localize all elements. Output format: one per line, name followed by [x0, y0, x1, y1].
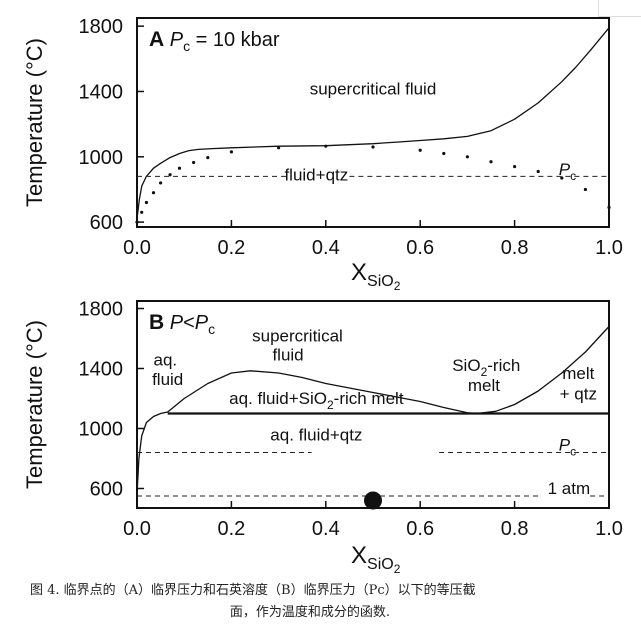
series-dot — [135, 220, 139, 224]
plot-frame — [136, 17, 610, 228]
y-tick-label: 1000 — [79, 419, 124, 441]
annotation: aq. — [153, 351, 177, 370]
x-tick-label: 0.2 — [217, 237, 245, 259]
panel-letter: B — [149, 311, 164, 334]
y-axis-label: Temperature (°C) — [22, 320, 47, 489]
series-dot — [536, 169, 540, 174]
x-tick-label: 0.6 — [406, 237, 434, 259]
series-dot — [277, 146, 281, 150]
data-marker — [364, 491, 382, 510]
annotation-sub: 2 — [327, 398, 334, 412]
y-tick-label: 1400 — [79, 359, 124, 381]
y-tick-label: 1800 — [79, 16, 124, 38]
panel-title-rest: = 10 kbar — [190, 29, 280, 51]
series-dot — [151, 191, 156, 195]
annotation-var: P — [559, 160, 571, 179]
y-tick-label: 1400 — [79, 81, 124, 103]
x-axis-label: XSiO2 — [351, 542, 401, 576]
series-dot — [144, 200, 149, 205]
annotation-sub: 2 — [481, 365, 488, 379]
series-dot — [206, 156, 210, 160]
x-tick-label: 1.0 — [595, 237, 623, 259]
x-tick-label: 1.0 — [595, 518, 623, 540]
x-axis-label-subsub: 2 — [394, 562, 401, 576]
annotation: 1 atm — [548, 479, 591, 498]
series-dot — [442, 151, 446, 156]
x-axis-label-sub: SiO — [367, 556, 394, 573]
series-dot — [140, 210, 144, 214]
panel-title: B P<Pc — [149, 311, 215, 337]
series-dot — [465, 155, 469, 159]
series-line — [136, 326, 610, 495]
annotation: SiO2-rich — [452, 356, 520, 379]
panel-b: 0.0 0.2 0.4 0.6 0.8 1.0600100014001800XSiO2Te… — [22, 299, 623, 577]
figure: 0.0 0.2 0.4 0.6 0.8 1.0600100014001800XSiO2Te… — [22, 16, 623, 577]
panel-title: A Pc = 10 kbar — [149, 28, 280, 54]
annotation: melt — [468, 376, 500, 395]
series-dot — [607, 205, 611, 210]
y-tick-label: 600 — [90, 212, 123, 234]
x-axis-label-main: X — [351, 542, 367, 569]
annotation: melt — [562, 364, 594, 383]
x-tick-label: 0.8 — [501, 518, 529, 540]
panel-title-var: P — [170, 29, 184, 51]
series-dot — [418, 148, 422, 152]
figure-caption: 图 4. 临界点的（A）临界压力和石英溶度（B）临界压力（Pc）以下的等压截 面… — [30, 580, 620, 624]
x-axis-label: XSiO2 — [351, 259, 401, 293]
series-dot — [371, 145, 375, 149]
series-dot — [177, 166, 182, 170]
x-tick-label: 0.0 — [123, 237, 151, 259]
corner-mark — [598, 0, 641, 17]
annotation: fluid — [272, 345, 303, 364]
x-axis-label-sub: SiO — [367, 273, 394, 290]
series-dot — [192, 160, 196, 165]
series-dot — [168, 173, 172, 177]
series-dot — [229, 150, 233, 154]
annotation-text: SiO — [452, 356, 480, 375]
annotation: aq. fluid+SiO2-rich melt — [229, 389, 404, 412]
y-tick-label: 1800 — [79, 299, 124, 321]
annotation-text: aq. fluid+SiO — [229, 389, 327, 408]
annotation: + qtz — [560, 384, 597, 403]
caption-line-1: 图 4. 临界点的（A）临界压力和石英溶度（B）临界压力（Pc）以下的等压截 — [30, 583, 476, 598]
annotation: Pc — [559, 435, 576, 458]
panel-a: 0.0 0.2 0.4 0.6 0.8 1.0 600 1000 1400 1800 XSiO2 Te… — [22, 16, 623, 293]
x-axis-label-main: X — [351, 259, 367, 286]
annotation: Pc — [559, 160, 576, 183]
series-dot — [560, 176, 564, 180]
y-axis-label: Temperature (°C) — [22, 38, 47, 207]
annotation-rest: -rich — [487, 356, 520, 375]
y-tick-label: 1000 — [79, 147, 124, 169]
series-dot — [513, 164, 517, 169]
annotation: fluid+qtz — [284, 165, 348, 184]
x-tick-label: 0.2 — [217, 518, 245, 540]
x-tick-label: 0.4 — [312, 237, 340, 259]
y-tick-label: 600 — [90, 479, 123, 501]
panel-title-sub: c — [183, 38, 190, 54]
annotation: supercritical fluid — [310, 80, 437, 99]
series-line — [136, 27, 610, 219]
series-dot — [324, 144, 328, 148]
panel-title-var2: P — [195, 312, 209, 334]
x-axis-label-subsub: 2 — [394, 279, 401, 293]
x-tick-label: 0.4 — [312, 518, 340, 540]
series-dot — [583, 187, 588, 192]
caption-line-2: 面，作为温度和成分的函数. — [229, 605, 391, 620]
x-tick-label: 0.6 — [406, 518, 434, 540]
annotation-rest: -rich melt — [334, 389, 404, 408]
series-dot — [489, 160, 493, 164]
x-tick-label: 0.0 — [123, 518, 151, 540]
panel-title-rest: < — [183, 312, 195, 334]
annotation: fluid — [152, 370, 183, 389]
annotation-sub: c — [570, 444, 576, 458]
panel-title-sub: c — [208, 321, 215, 337]
annotation: aq. fluid+qtz — [270, 426, 362, 445]
panel-title-var: P — [170, 312, 184, 334]
annotation-sub: c — [570, 169, 576, 183]
panel-letter: A — [149, 28, 164, 51]
series-dot — [159, 181, 163, 185]
annotation: supercritical — [252, 327, 343, 346]
x-tick-label: 0.8 — [501, 237, 529, 259]
annotation-var: P — [559, 435, 571, 454]
